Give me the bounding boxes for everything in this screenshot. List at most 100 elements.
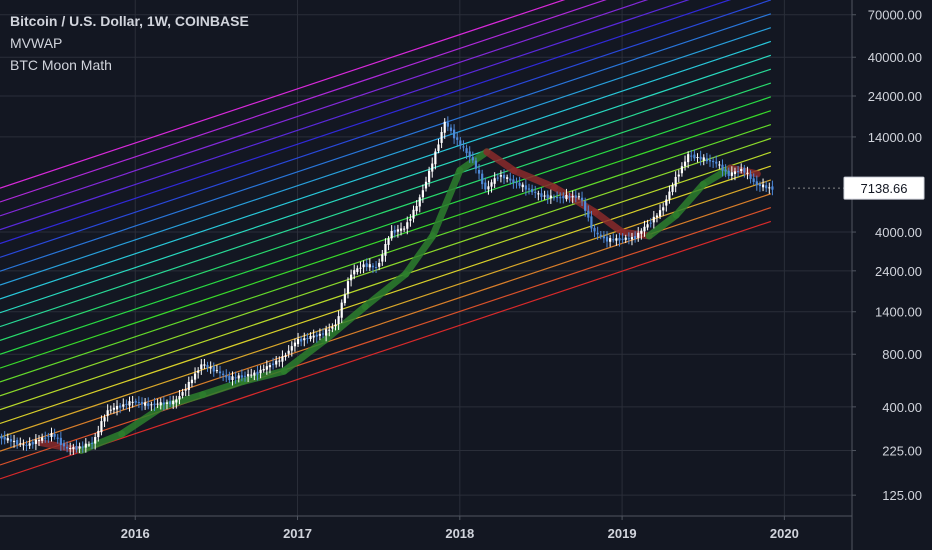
mvwap-segment [672,180,707,219]
candle-body [9,439,13,442]
candle-body [746,172,749,174]
candle-body [156,403,159,405]
candle-body [630,237,634,240]
moon-math-band-line [0,82,772,341]
candle-body [184,389,187,391]
candle-body [693,154,696,159]
indicator-moon-math-label[interactable]: BTC Moon Math [10,57,112,73]
candle-body [353,270,356,275]
price-tick-label: 1400.00 [875,305,922,320]
candle-body [378,262,381,267]
mvwap-segment [77,430,126,455]
candle-body [521,184,524,188]
candle-body [41,437,44,441]
candle-body [159,402,162,406]
candle-body [724,169,727,172]
candle-body [309,335,312,339]
candle-body [262,369,265,371]
candle-body [487,186,490,190]
candle-body [687,154,690,163]
candle-body [131,401,134,403]
candle-body [699,156,702,160]
candle-body [403,228,406,230]
indicator-mvwap-label[interactable]: MVWAP [10,35,63,51]
moon-math-band-line [0,0,772,258]
price-tick-label: 4000.00 [875,225,922,240]
time-tick-label: 2019 [608,526,637,541]
price-tick-label: 14000.00 [868,130,922,145]
candle-body [683,161,687,167]
mvwap-segment [239,367,288,385]
candle-body [69,448,72,450]
moon-math-band-line [0,220,772,480]
candle-body [31,441,34,445]
candle-body [259,369,262,374]
candle-body [240,375,243,378]
candle-body [253,372,256,376]
candle-body [484,182,487,190]
candle-body [325,329,328,336]
mvwap-segment [361,270,410,311]
candle-body [278,360,281,362]
moon-math-band-line [0,165,772,425]
candle-body [97,430,100,438]
candle-body [518,182,521,186]
candle-body [318,333,321,336]
candle-body [584,201,587,211]
candle-body [680,166,684,174]
price-axis-panel [852,0,932,550]
candle-body [12,440,16,442]
candle-body [512,179,515,183]
candle-body [187,381,190,391]
candle-body [621,238,624,240]
candle-body [396,229,400,232]
candle-body [300,338,303,342]
candle-body [624,237,627,240]
last-price-label: 7138.66 [861,181,908,196]
candle-body [546,194,549,199]
candle-body [140,401,144,405]
candle-body [733,171,737,175]
candle-body [587,210,590,218]
mvwap-segment [510,166,558,191]
candle-body [321,333,325,335]
candle-body [443,121,446,133]
candle-body [75,446,78,450]
candle-body [303,338,306,341]
candle-body [168,401,172,405]
moon-math-band-line [0,68,772,328]
candle-body [730,172,733,176]
moon-math-band-line [0,96,772,355]
candle-body [615,238,618,241]
candle-body [418,197,421,207]
candle-body [712,160,715,163]
mvwap-segment [118,403,166,438]
candle-body [56,437,59,439]
candle-body [415,206,418,212]
candle-body [215,370,219,372]
candle-body [421,190,424,198]
candle-body [655,215,659,218]
candle-body [340,302,343,318]
candle-body [649,222,652,224]
candle-body [749,174,752,179]
candle-body [559,197,562,199]
symbol-title[interactable]: Bitcoin / U.S. Dollar, 1W, COINBASE [10,13,249,29]
last-price-badge[interactable]: 7138.66 [843,176,925,200]
candle-body [362,264,365,268]
candle-body [349,274,353,281]
candle-body [509,178,512,181]
candle-body [237,375,240,379]
candle-body [62,443,66,447]
candle-body [209,367,212,369]
candle-body [674,176,677,187]
candle-body [540,193,543,197]
candle-body [471,157,474,161]
candle-body [228,375,231,381]
moon-math-band-line [0,27,772,286]
candle-body [434,151,437,165]
candle-body [125,403,128,406]
candle-body [47,436,50,438]
moon-math-band-line [0,151,772,411]
